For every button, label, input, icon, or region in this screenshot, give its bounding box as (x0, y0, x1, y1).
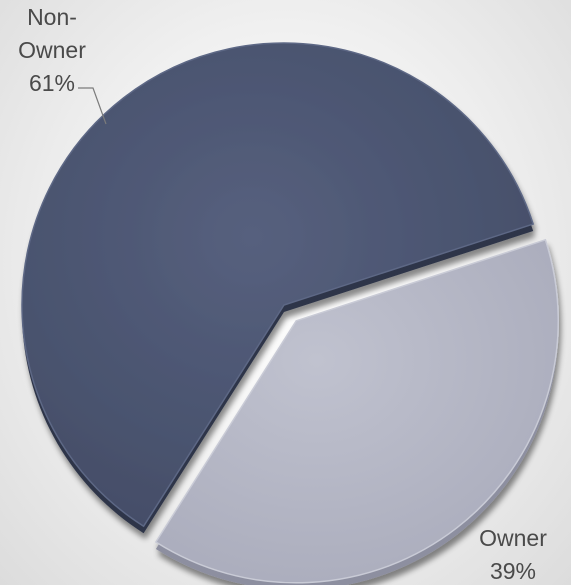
owner-value-label: 39% (490, 558, 536, 584)
non-owner-value-label: 61% (29, 70, 75, 96)
non-owner-label-line-2: Owner (18, 37, 86, 63)
non-owner-label: Non- Owner 61% (18, 4, 86, 96)
slice-non-owner (21, 42, 535, 534)
slice-non-owner-face (21, 42, 535, 528)
owner-label-line-1: Owner (479, 525, 547, 551)
non-owner-leader-line (78, 87, 107, 125)
non-owner-label-line-1: Non- (27, 4, 77, 30)
owner-label: Owner 39% (479, 525, 547, 584)
slice-owner-face (154, 238, 559, 584)
slices-layer (21, 42, 559, 585)
slice-owner (154, 238, 559, 585)
